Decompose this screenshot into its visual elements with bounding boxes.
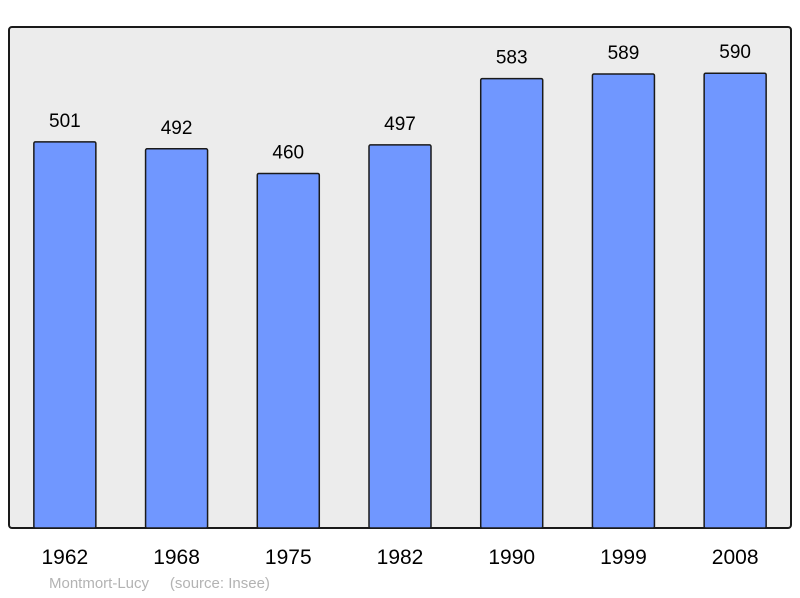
bar-1968 (144, 148, 209, 529)
data-label-1975: 460 (272, 142, 304, 163)
bar-1990 (479, 77, 544, 529)
x-tick-label-2008: 2008 (712, 546, 759, 569)
chart-footer: Montmort-Lucy (source: Insee) (49, 575, 270, 592)
x-tick-label-1975: 1975 (265, 546, 312, 569)
place-name: Montmort-Lucy (49, 575, 150, 592)
x-tick-label-1999: 1999 (600, 546, 647, 569)
data-label-1962: 501 (49, 111, 81, 132)
data-label-1990: 583 (496, 48, 528, 69)
bar-2008 (703, 72, 767, 529)
x-tick-label-1982: 1982 (377, 546, 424, 569)
bar-1975 (256, 172, 321, 529)
data-label-2008: 590 (719, 42, 751, 63)
source-note: (source: Insee) (169, 575, 270, 592)
bar-1962 (33, 141, 97, 529)
x-tick-label-1962: 1962 (41, 546, 88, 569)
x-tick-label-1968: 1968 (153, 546, 200, 569)
data-label-1968: 492 (161, 118, 193, 139)
bar-1982 (368, 144, 432, 529)
data-label-1999: 589 (608, 43, 640, 64)
x-tick-label-1990: 1990 (488, 546, 535, 569)
bar-1999 (591, 73, 656, 529)
data-label-1982: 497 (384, 114, 416, 135)
